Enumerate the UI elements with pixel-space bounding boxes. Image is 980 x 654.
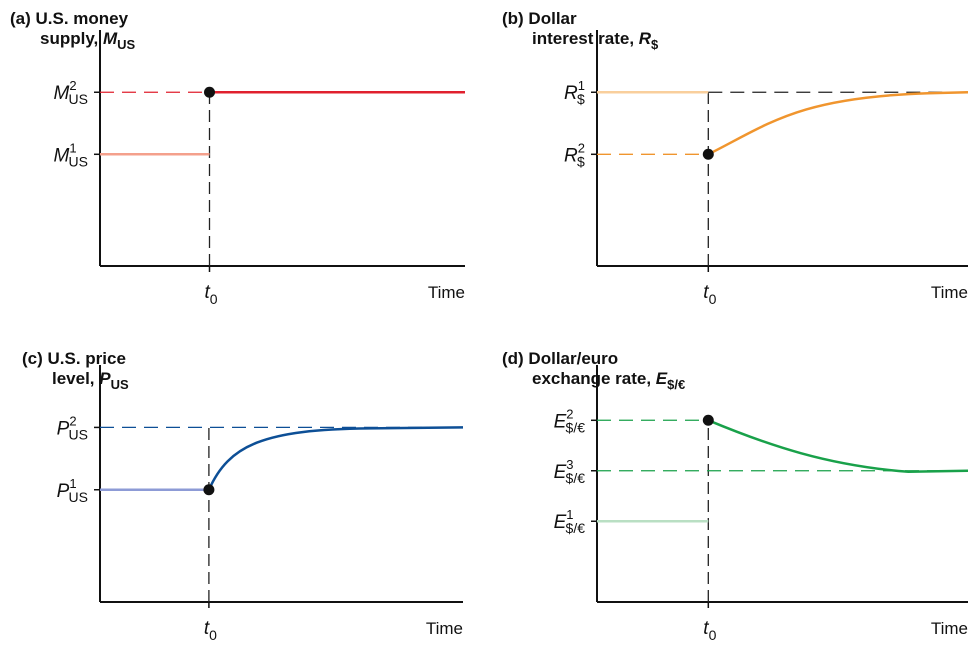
panel-b-ytick-label-1: R2 $ [564, 140, 585, 169]
panel-b-title-line2: interest rate, R$ [532, 29, 659, 52]
panel-b-title-line1: (b) Dollar [502, 9, 577, 28]
panel-a-ytick-label-1: M1 US [53, 140, 88, 169]
panel-a-event-point [204, 86, 215, 98]
panel-d-series-after [707, 419, 969, 474]
panel-a-xlabel: Time [428, 283, 465, 302]
panel-d-title-line1: (d) Dollar/euro [502, 349, 618, 368]
panel-b-ytick-label-0: R1 $ [564, 78, 585, 107]
panel-b-event-label: t0 [703, 282, 716, 307]
panel-d-xlabel: Time [931, 619, 968, 638]
panel-a-ytick-label-0: M2 US [53, 78, 88, 107]
panel-c-series-after [207, 426, 464, 491]
panel-b-event-point [702, 148, 714, 160]
panel-c-ytick-label-1: P1 US [57, 476, 88, 505]
panel-c-xlabel: Time [426, 619, 463, 638]
panel-d-ytick-label-2: E1 $/€ [554, 507, 586, 536]
panel-a-title-line2: supply, MUS [40, 29, 136, 52]
panel-c-event-point [203, 484, 215, 496]
panel-c-title-line1: (c) U.S. price [22, 349, 126, 368]
panel-d-title-line2: exchange rate, E$/€ [532, 369, 685, 392]
panel-d-ytick-label-1: E3 $/€ [554, 457, 586, 486]
panel-d-event-point [702, 414, 714, 426]
panel-b-series-after [707, 90, 969, 156]
panel-a-title-line1: (a) U.S. money [10, 9, 129, 28]
panel-a-event-label: t0 [205, 282, 218, 307]
panel-d-event-label: t0 [703, 618, 716, 643]
panel-c-ytick-label-0: P2 US [57, 413, 88, 442]
panel-d-ytick-label-0: E2 $/€ [554, 406, 586, 435]
panel-c-event-label: t0 [204, 618, 217, 643]
panel-b-xlabel: Time [931, 283, 968, 302]
panel-c-title-line2: level, PUS [52, 369, 129, 392]
